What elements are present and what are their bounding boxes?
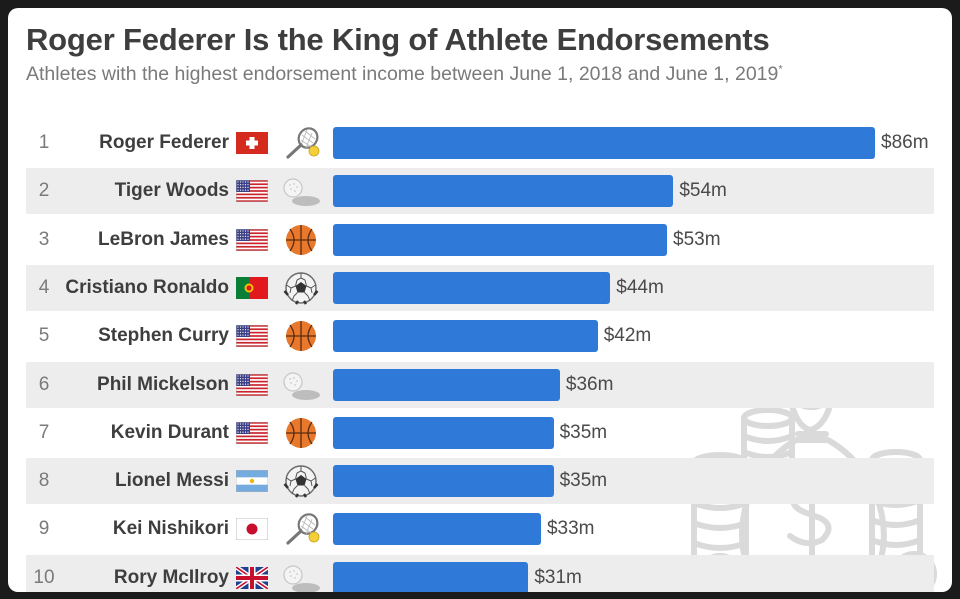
athlete-name-label: Cristiano Ronaldo <box>65 276 229 298</box>
value-label: $44m <box>616 276 664 298</box>
value-label: $54m <box>679 180 727 202</box>
rank-label: 3 <box>38 228 50 250</box>
athlete-name-label: Phil Mickelson <box>97 373 229 395</box>
athlete-name-label: Kevin Durant <box>110 421 229 443</box>
tennis-icon <box>282 126 320 160</box>
chart-row: 5 Stephen Curry $42m <box>26 313 934 359</box>
rank-label: 5 <box>38 325 50 347</box>
chart-row: 1 Roger Federer $86m <box>26 120 934 166</box>
chart-row: 10 Rory McIlroy $31m <box>26 554 934 592</box>
athlete-name-label: Stephen Curry <box>98 325 229 347</box>
switzerland-flag <box>236 132 268 154</box>
rank-label: 6 <box>38 373 50 395</box>
athlete-name-label: Roger Federer <box>99 132 229 153</box>
value-label: $31m <box>534 566 582 588</box>
athlete-name-label: Kei Nishikori <box>112 518 229 540</box>
bar <box>333 561 529 592</box>
value-label: $53m <box>673 228 721 250</box>
basketball-icon <box>282 319 320 353</box>
subtitle-footnote-marker: * <box>778 63 783 76</box>
rank-label: 10 <box>33 566 55 588</box>
golf-icon <box>282 368 320 402</box>
basketball-icon <box>282 223 320 257</box>
usa-flag <box>235 179 269 203</box>
portugal-flag <box>236 276 268 299</box>
chart-title: Roger Federer Is the King of Athlete End… <box>26 22 770 57</box>
athlete-name-label: LeBron James <box>98 228 229 250</box>
value-label: $33m <box>546 518 595 540</box>
bar <box>333 368 560 401</box>
japan-flag <box>235 517 269 541</box>
bar <box>333 271 611 304</box>
chart-row: 3 LeBron James $53m <box>26 217 934 263</box>
rank-label: 7 <box>38 421 50 443</box>
value-label: $42m <box>603 325 652 347</box>
athlete-name-label: Lionel Messi <box>114 470 229 492</box>
chart-row: 7 Kevin Durant $35m <box>26 410 934 456</box>
bar <box>333 320 598 353</box>
basketball-icon <box>282 416 320 450</box>
chart-row: 4 Cristiano Ronaldo $44m <box>26 264 934 311</box>
usa-flag <box>235 228 269 251</box>
soccer-ball-icon <box>282 271 320 305</box>
chart-subtitle: Athletes with the highest endorsement in… <box>26 63 783 86</box>
bar <box>333 465 554 498</box>
athlete-name-label: Rory McIlroy <box>113 566 229 588</box>
subtitle-text: Athletes with the highest endorsement in… <box>26 63 779 85</box>
rank-label: 9 <box>38 518 50 540</box>
chart-card: Roger Federer Is the King of Athlete End… <box>8 8 952 592</box>
argentina-flag <box>235 469 269 493</box>
bar <box>333 416 554 449</box>
bar <box>333 127 875 159</box>
tennis-icon <box>282 512 320 546</box>
chart-row: 2 Tiger Woods $54m <box>26 168 934 215</box>
soccer-ball-icon <box>282 464 320 498</box>
rank-label: 4 <box>38 276 50 298</box>
bar <box>333 513 541 546</box>
value-label: $86m <box>881 132 929 153</box>
golf-icon <box>282 561 320 592</box>
value-label: $36m <box>565 373 614 395</box>
chart-rows: 1 Roger Federer $86m 2 Tiger Woods $54m 3 LeBro… <box>8 8 952 592</box>
bar <box>333 223 668 256</box>
rank-label: 2 <box>38 180 50 202</box>
rank-label: 1 <box>38 132 50 153</box>
chart-row: 9 Kei Nishikori $33m <box>26 506 934 552</box>
value-label: $35m <box>559 470 608 492</box>
athlete-name-label: Tiger Woods <box>114 180 229 202</box>
chart-row: 6 Phil Mickelson $36m <box>26 361 934 408</box>
usa-flag <box>235 324 269 348</box>
usa-flag <box>235 373 269 396</box>
value-label: $35m <box>559 421 608 443</box>
bar <box>333 175 674 208</box>
usa-flag <box>235 421 269 445</box>
rank-label: 8 <box>38 470 50 492</box>
golf-icon <box>282 174 320 208</box>
chart-row: 8 Lionel Messi $35m <box>26 458 934 505</box>
uk-flag <box>234 564 270 591</box>
